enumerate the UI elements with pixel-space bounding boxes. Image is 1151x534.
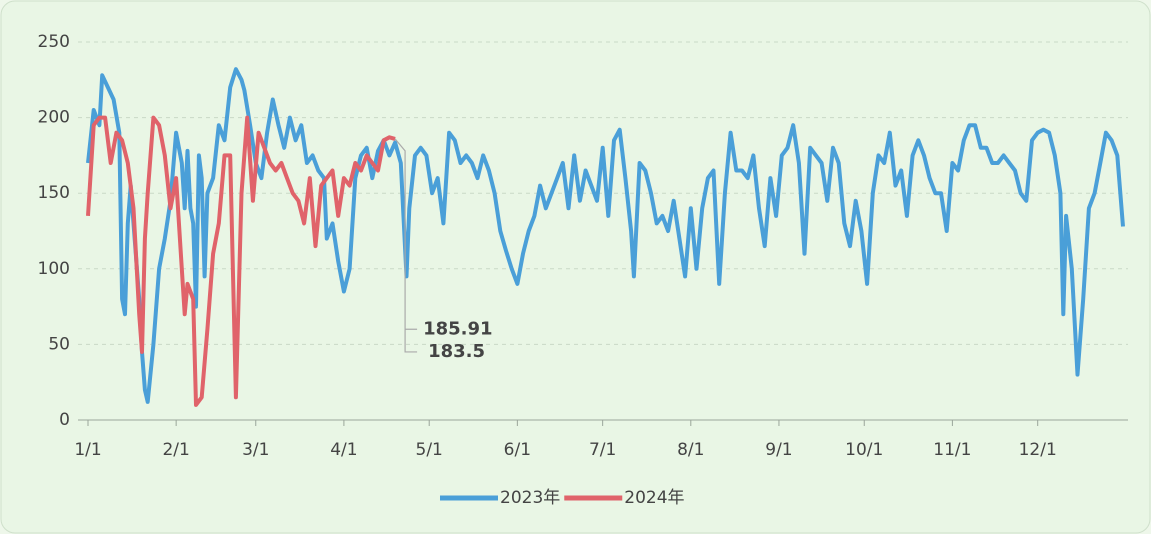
x-tick-label: 12/1 bbox=[1019, 440, 1057, 460]
annotation: 185.91 bbox=[423, 318, 492, 339]
series-line bbox=[86, 115, 396, 407]
y-tick-label: 150 bbox=[38, 183, 70, 203]
legend-label: 2023年 bbox=[500, 488, 560, 508]
y-tick-label: 50 bbox=[48, 334, 70, 354]
leader-line bbox=[394, 138, 418, 330]
x-tick-label: 6/1 bbox=[504, 440, 531, 460]
x-tick-label: 5/1 bbox=[416, 440, 443, 460]
x-tick-label: 7/1 bbox=[589, 440, 616, 460]
x-tick-label: 8/1 bbox=[677, 440, 704, 460]
series-line bbox=[86, 67, 1125, 404]
x-tick-label: 4/1 bbox=[330, 440, 357, 460]
x-tick-label: 3/1 bbox=[242, 440, 269, 460]
y-tick-label: 250 bbox=[38, 32, 70, 52]
y-tick-label: 0 bbox=[59, 410, 70, 430]
y-tick-label: 100 bbox=[38, 259, 70, 279]
leader-line bbox=[404, 329, 418, 353]
x-tick-label: 10/1 bbox=[845, 440, 883, 460]
x-tick-label: 1/1 bbox=[74, 440, 101, 460]
annotation: 183.5 bbox=[428, 341, 485, 362]
legend-label: 2024年 bbox=[624, 488, 684, 508]
x-tick-label: 2/1 bbox=[162, 440, 189, 460]
x-tick-label: 9/1 bbox=[765, 440, 792, 460]
x-tick-label: 11/1 bbox=[933, 440, 971, 460]
y-tick-label: 200 bbox=[38, 108, 70, 128]
